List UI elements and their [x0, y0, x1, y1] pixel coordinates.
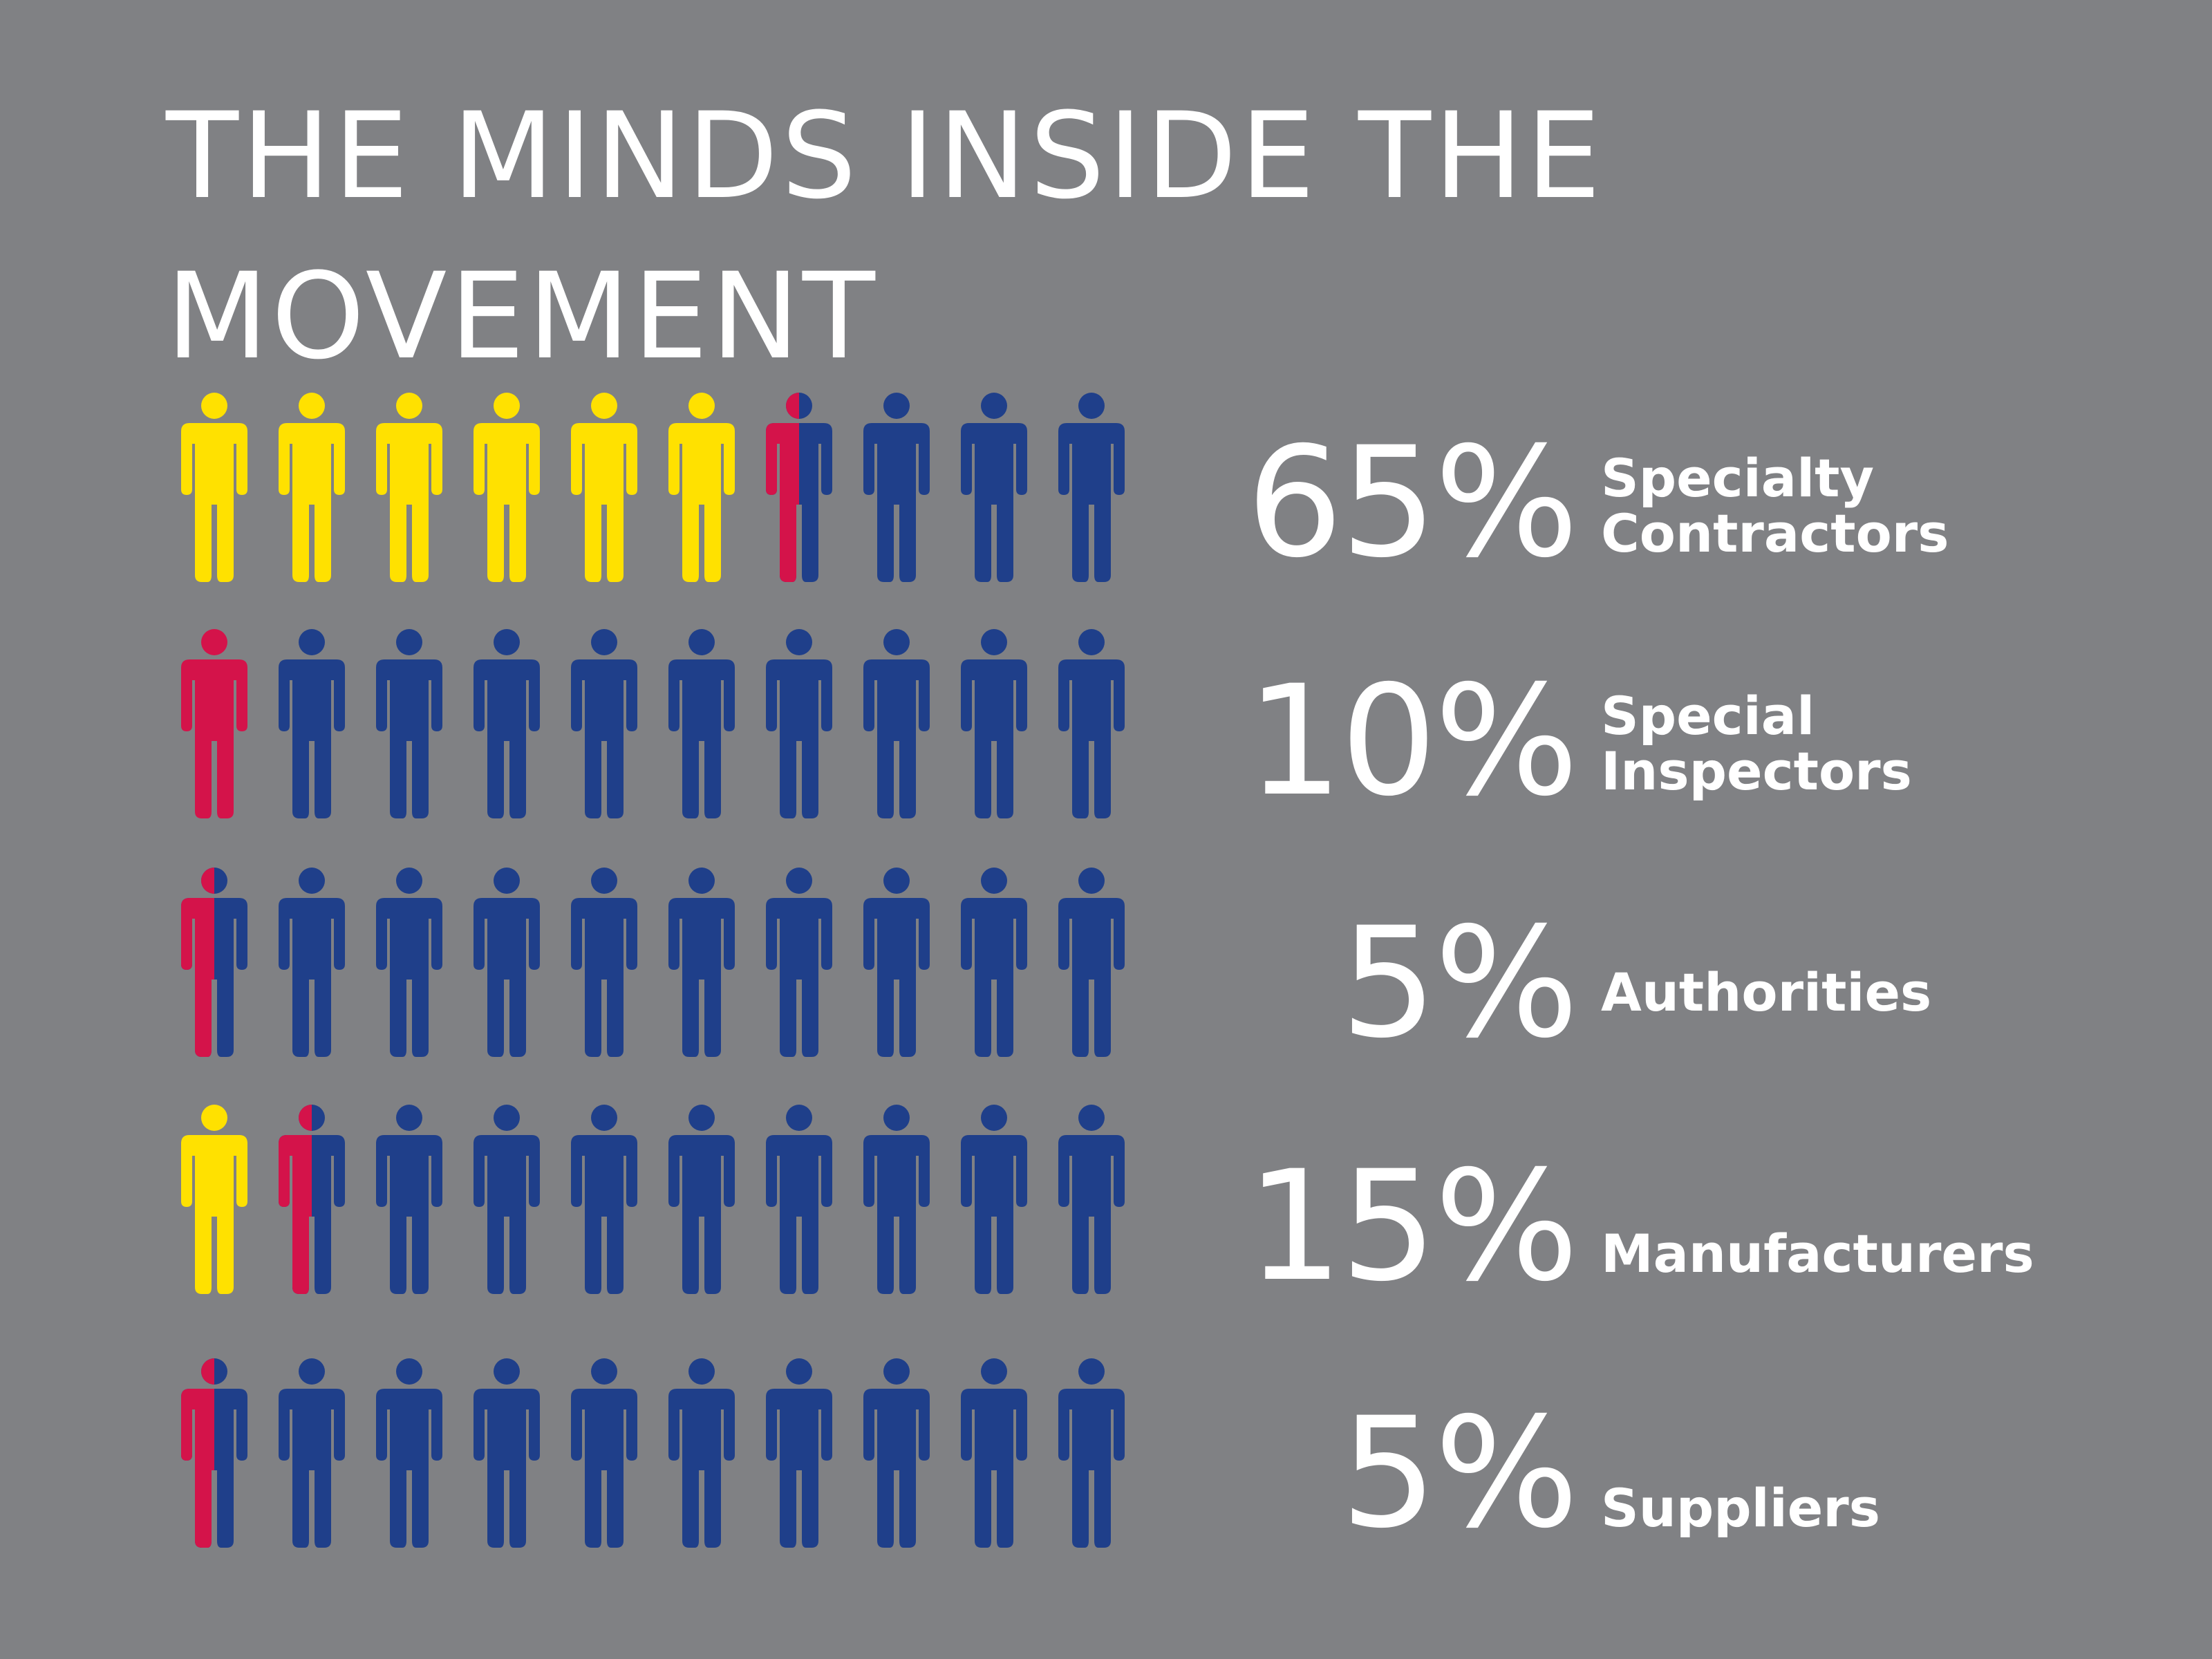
row-4-percentage: 15% [1246, 1138, 1579, 1315]
row-1-person-icon-7 [766, 393, 832, 582]
row-4-person-icon-10 [1058, 1105, 1125, 1294]
row-3-person-icon-6 [668, 868, 735, 1057]
row-3-percentage: 5% [1340, 894, 1579, 1071]
row-5-label-line-1: Suppliers [1601, 1477, 1881, 1539]
row-3-person-icon-9 [961, 868, 1027, 1057]
chart-title-line-2: MOVEMENT [166, 247, 878, 386]
row-1-category-label: Specialty Contractors [1601, 451, 2195, 561]
row-4-person-icon-9 [961, 1105, 1027, 1294]
row-3-person-icon-10 [1058, 868, 1125, 1057]
row-4-person-icon-7 [766, 1105, 832, 1294]
row-1-person-icon-5 [571, 393, 637, 582]
row-4-label-line-1: Manufacturers [1601, 1223, 2034, 1284]
row-5-person-icon-6 [668, 1358, 735, 1548]
row-5-person-icon-9 [961, 1358, 1027, 1548]
row-1-person-icon-1 [181, 393, 247, 582]
row-5-person-icon-5 [571, 1358, 637, 1548]
row-2-percentage: 10% [1246, 653, 1579, 830]
row-2-label-line-1: Special [1601, 685, 1815, 747]
row-5-person-icon-1 [181, 1358, 247, 1548]
row-3-person-icon-1 [181, 868, 247, 1057]
row-2-person-icon-3 [376, 629, 442, 818]
row-2-person-icon-5 [571, 629, 637, 818]
row-5-person-icon-3 [376, 1358, 442, 1548]
row-3-label-line-1: Authorities [1601, 962, 1932, 1023]
row-4-person-icon-6 [668, 1105, 735, 1294]
row-4-person-icon-3 [376, 1105, 442, 1294]
row-5-category-label: Suppliers [1601, 1481, 2195, 1536]
row-2-person-icon-2 [279, 629, 345, 818]
row-4-person-icon-4 [474, 1105, 540, 1294]
row-4-person-icon-8 [863, 1105, 930, 1294]
row-5-person-icon-2 [279, 1358, 345, 1548]
row-2-person-icon-4 [474, 629, 540, 818]
chart-title-line-1: THE MINDS INSIDE THE [166, 86, 1604, 225]
chart-title: THE MINDS INSIDE THE MOVEMENT [166, 76, 1604, 397]
row-1-percentage: 65% [1246, 414, 1579, 591]
row-4-person-icon-5 [571, 1105, 637, 1294]
row-1-person-icon-6 [668, 393, 735, 582]
row-5-person-icon-8 [863, 1358, 930, 1548]
row-4-person-icon-1 [181, 1105, 247, 1294]
row-2-person-icon-10 [1058, 629, 1125, 818]
row-5-percentage: 5% [1340, 1385, 1579, 1562]
row-2-person-icon-9 [961, 629, 1027, 818]
row-1-person-icon-10 [1058, 393, 1125, 582]
row-2-person-icon-7 [766, 629, 832, 818]
row-3-person-icon-7 [766, 868, 832, 1057]
row-2-label-line-2: Inspectors [1601, 740, 1912, 802]
row-3-person-icon-8 [863, 868, 930, 1057]
row-1-person-icon-8 [863, 393, 930, 582]
row-1-person-icon-3 [376, 393, 442, 582]
row-3-person-icon-2 [279, 868, 345, 1057]
row-1-label-line-1: Specialty [1601, 447, 1874, 509]
row-5-person-icon-4 [474, 1358, 540, 1548]
row-1-person-icon-9 [961, 393, 1027, 582]
row-4-category-label: Manufacturers [1601, 1226, 2195, 1282]
row-2-person-icon-6 [668, 629, 735, 818]
row-5-person-icon-10 [1058, 1358, 1125, 1548]
row-3-person-icon-4 [474, 868, 540, 1057]
row-1-person-icon-4 [474, 393, 540, 582]
row-3-person-icon-5 [571, 868, 637, 1057]
row-2-person-icon-1 [181, 629, 247, 818]
row-3-person-icon-3 [376, 868, 442, 1057]
row-3-category-label: Authorities [1601, 965, 2195, 1020]
row-5-person-icon-7 [766, 1358, 832, 1548]
row-1-label-line-2: Contractors [1601, 503, 1949, 564]
row-4-person-icon-2 [279, 1105, 345, 1294]
row-1-person-icon-2 [279, 393, 345, 582]
row-2-person-icon-8 [863, 629, 930, 818]
row-2-category-label: Special Inspectors [1601, 688, 2195, 799]
